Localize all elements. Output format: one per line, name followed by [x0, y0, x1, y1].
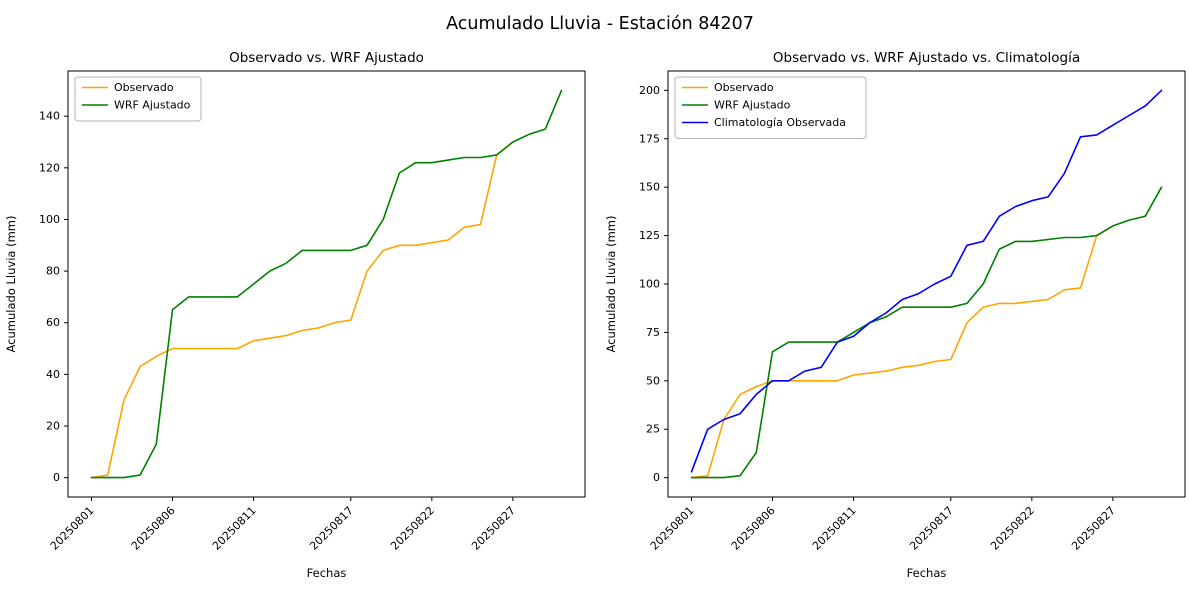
x-tick-label: 20250827 — [1069, 504, 1118, 553]
x-tick-label: 20250822 — [988, 504, 1037, 553]
x-tick-label: 20250801 — [648, 504, 697, 553]
x-axis-label: Fechas — [907, 566, 947, 580]
y-tick-label: 140 — [39, 110, 60, 123]
figure-suptitle: Acumulado Lluvia - Estación 84207 — [446, 14, 754, 34]
legend-label: WRF Ajustado — [114, 99, 191, 112]
x-tick-label: 20250817 — [907, 504, 956, 553]
x-tick-label: 20250806 — [729, 504, 778, 553]
series-line-wrf-ajustado — [90, 89, 563, 479]
y-tick-label: 20 — [46, 420, 60, 433]
x-tick-label: 20250822 — [388, 504, 437, 553]
x-tick-label: 20250817 — [307, 504, 356, 553]
series-line-climatolog-a-observada — [690, 89, 1163, 473]
series-line-observado — [690, 225, 1114, 479]
legend-label: Observado — [714, 81, 774, 94]
right-subplot: Observado vs. WRF Ajustado vs. Climatolo… — [600, 45, 1200, 600]
y-tick-label: 125 — [639, 229, 660, 242]
x-axis-label: Fechas — [307, 566, 347, 580]
subplot-title: Observado vs. WRF Ajustado — [229, 50, 424, 66]
series-line-observado — [90, 141, 514, 479]
subplot-svg: Observado vs. WRF Ajustado 0 20 40 60 80 100 12… — [4, 50, 586, 580]
y-tick-label: 25 — [646, 423, 660, 436]
y-tick-label: 80 — [46, 265, 60, 278]
subplot-title: Observado vs. WRF Ajustado vs. Climatolo… — [773, 50, 1080, 66]
axes-frame — [67, 70, 586, 498]
y-tick-label: 40 — [46, 368, 60, 381]
axes-frame — [667, 70, 1186, 498]
subplot-svg: Observado vs. WRF Ajustado vs. Climatolo… — [604, 50, 1186, 580]
legend-label: Observado — [114, 81, 174, 94]
y-tick-label: 50 — [646, 374, 660, 387]
y-tick-label: 120 — [39, 161, 60, 174]
y-tick-label: 75 — [646, 326, 660, 339]
x-tick-label: 20250806 — [129, 504, 178, 553]
legend-label: Climatología Observada — [714, 116, 846, 129]
legend-label: WRF Ajustado — [714, 99, 791, 112]
y-tick-label: 150 — [639, 181, 660, 194]
legend-box — [674, 76, 867, 139]
series-line-wrf-ajustado — [690, 186, 1163, 479]
y-tick-label: 200 — [639, 84, 660, 97]
y-tick-label: 100 — [639, 278, 660, 291]
y-tick-label: 0 — [653, 471, 660, 484]
x-tick-label: 20250811 — [210, 504, 259, 553]
y-axis-label: Acumulado Lluvia (mm) — [4, 216, 18, 353]
y-tick-label: 0 — [53, 471, 60, 484]
y-tick-label: 100 — [39, 213, 60, 226]
y-tick-label: 60 — [46, 316, 60, 329]
y-axis-label: Acumulado Lluvia (mm) — [604, 216, 618, 353]
left-subplot: Observado vs. WRF Ajustado 0 20 40 60 80 100 12… — [0, 45, 600, 600]
x-tick-label: 20250811 — [810, 504, 859, 553]
x-tick-label: 20250827 — [469, 504, 518, 553]
y-tick-label: 175 — [639, 132, 660, 145]
x-tick-label: 20250801 — [48, 504, 97, 553]
charts-row: Observado vs. WRF Ajustado 0 20 40 60 80 100 12… — [0, 45, 1200, 600]
